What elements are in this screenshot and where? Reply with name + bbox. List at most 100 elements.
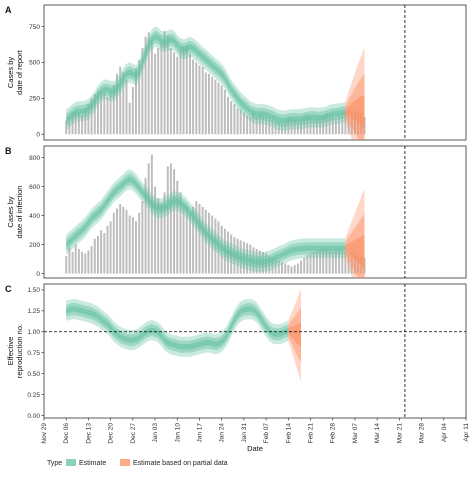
panel-label: A (5, 5, 12, 15)
case-bar (198, 65, 201, 135)
case-bar (122, 206, 125, 274)
case-bar (68, 117, 71, 135)
y-tick-label: 0.50 (27, 371, 40, 378)
case-bar (135, 68, 137, 135)
case-bar (252, 112, 255, 135)
case-bar (173, 169, 176, 274)
legend-title: Type (47, 460, 62, 467)
y-axis-title: reproduction no. (15, 324, 24, 378)
y-tick-label: 1.00 (27, 329, 40, 336)
x-tick-label: Feb 28 (330, 423, 337, 444)
case-bar (230, 101, 233, 135)
case-bar (106, 225, 109, 274)
x-tick-label: Feb 14 (285, 423, 292, 444)
case-bar (309, 117, 312, 135)
case-bar (71, 251, 74, 274)
case-bar (249, 117, 252, 135)
case-bar (84, 109, 87, 135)
panel-b: B Cases by date of infection 0 200 400 600 800 (5, 145, 467, 279)
case-bar (281, 122, 283, 135)
case-bar (74, 111, 77, 135)
case-bar (125, 79, 128, 135)
case-bar (189, 211, 191, 274)
case-bar (258, 114, 261, 135)
x-tick-label: Nov 29 (41, 423, 48, 444)
legend-label-estimate: Estimate (79, 460, 106, 467)
x-tick-label: Mar 28 (419, 423, 426, 444)
case-bar (208, 212, 210, 274)
case-bar (77, 249, 80, 274)
x-tick-label: Jan 24 (219, 423, 226, 443)
case-bar (122, 72, 125, 135)
case-bar (87, 250, 90, 274)
y-axis-title: Cases by (6, 196, 15, 228)
case-bar (312, 119, 315, 135)
estimate-band (66, 33, 346, 124)
case-bar (81, 115, 84, 135)
y-tick-label: 750 (29, 24, 40, 31)
x-tick-label: Jan 03 (152, 423, 159, 443)
y-tick-label: 500 (29, 60, 40, 67)
case-bar (208, 73, 210, 135)
case-bar (287, 117, 290, 135)
case-bar (303, 115, 306, 135)
case-bar (116, 208, 118, 274)
case-bar (141, 48, 144, 135)
case-bar (284, 263, 287, 274)
case-bar (328, 250, 331, 274)
case-bar (166, 35, 169, 135)
estimate-band (66, 306, 289, 350)
case-bar (93, 238, 96, 274)
case-bar (93, 94, 96, 135)
case-bar (125, 209, 128, 274)
case-bar (195, 62, 198, 135)
case-bar (315, 118, 318, 135)
case-bar (344, 251, 347, 274)
case-bar (204, 72, 207, 135)
case-bar (185, 206, 188, 274)
case-bar (290, 266, 293, 274)
y-tick-label: 0 (36, 132, 40, 139)
case-bar (357, 254, 360, 274)
y-axis-title: date of infection (15, 186, 24, 239)
legend-label-partial: Estimate based on partial data (133, 460, 228, 467)
case-bar (100, 230, 103, 274)
case-bar (315, 250, 318, 274)
case-bar (211, 76, 214, 135)
case-bar (341, 250, 344, 274)
case-bar (112, 212, 115, 274)
case-bar (334, 249, 337, 274)
case-bar (74, 244, 77, 274)
case-bar (204, 209, 207, 274)
case-bar (242, 112, 245, 135)
case-bar (274, 121, 277, 135)
case-bar (274, 259, 277, 274)
case-bar (150, 154, 153, 274)
case-bar (100, 89, 103, 135)
case-bar (261, 115, 264, 135)
legend-swatch-partial (120, 459, 130, 466)
case-bar (293, 119, 296, 135)
case-bar (169, 48, 172, 135)
case-bar (176, 180, 179, 274)
case-bar (287, 264, 290, 274)
estimate-band (66, 303, 289, 353)
case-bar (138, 212, 141, 274)
case-bar (160, 42, 163, 135)
case-bar (90, 246, 93, 274)
case-bar (179, 49, 182, 135)
case-bar (255, 117, 258, 135)
case-bar (201, 206, 204, 274)
case-bar (166, 166, 169, 274)
case-bar (128, 215, 131, 274)
panel-label: C (5, 284, 12, 294)
case-bar (268, 118, 271, 135)
case-bar (109, 221, 112, 274)
case-bar (217, 221, 220, 274)
case-bar (300, 118, 302, 135)
case-bar (319, 249, 322, 274)
case-bar (150, 40, 153, 135)
case-bar (119, 204, 122, 274)
y-tick-label: 0 (36, 271, 40, 278)
